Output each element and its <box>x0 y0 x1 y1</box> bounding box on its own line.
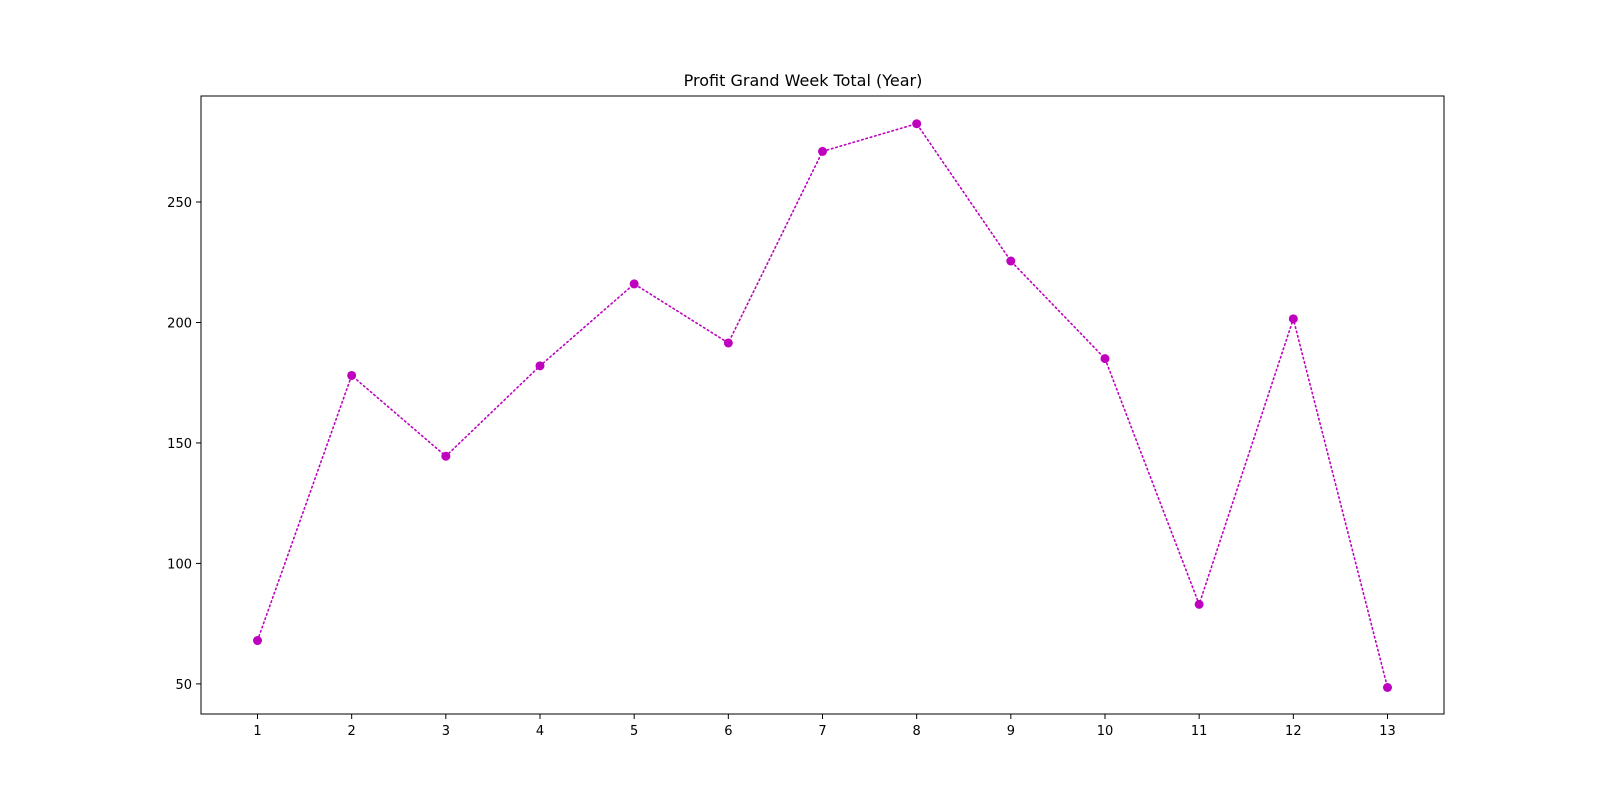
plot-frame <box>200 95 1445 715</box>
x-tick-label: 10 <box>1097 724 1114 739</box>
y-tick-label: 100 <box>167 557 192 572</box>
x-tick-label: 12 <box>1285 724 1302 739</box>
data-point <box>1288 314 1298 324</box>
data-point <box>629 279 639 289</box>
data-point <box>723 338 733 348</box>
x-tick-label: 4 <box>536 724 544 739</box>
chart-title: Profit Grand Week Total (Year) <box>684 71 923 90</box>
y-tick-label: 250 <box>167 196 192 211</box>
data-point <box>1100 354 1110 364</box>
x-tick-label: 11 <box>1191 724 1208 739</box>
x-tick-label: 6 <box>724 724 732 739</box>
x-tick-label: 2 <box>348 724 356 739</box>
x-tick-label: 5 <box>630 724 638 739</box>
x-tick-label: 1 <box>253 724 261 739</box>
data-point <box>441 451 451 461</box>
data-point <box>1383 682 1392 692</box>
data-point <box>818 146 827 156</box>
data-point <box>1006 256 1016 266</box>
x-tick-label: 3 <box>442 724 450 739</box>
data-point <box>253 636 262 646</box>
y-tick-label: 200 <box>167 316 192 331</box>
y-tick-label: 150 <box>167 437 192 452</box>
data-point <box>535 361 545 371</box>
y-tick-label: 50 <box>175 678 192 693</box>
x-tick-label: 8 <box>913 724 921 739</box>
x-tick-label: 9 <box>1007 724 1015 739</box>
x-tick-label: 13 <box>1379 724 1396 739</box>
x-tick-label: 7 <box>818 724 826 739</box>
data-point <box>347 370 357 380</box>
series-line <box>256 122 1389 689</box>
data-point <box>1194 599 1204 609</box>
data-point <box>912 119 922 129</box>
